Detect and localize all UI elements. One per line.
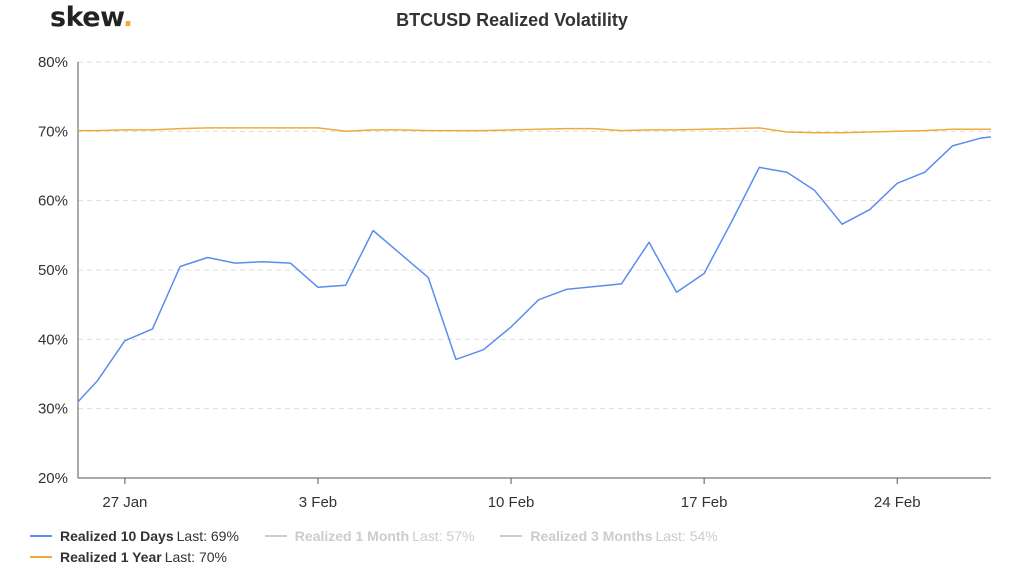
legend-last-value: 57% [446,528,475,544]
y-tick-label: 70% [38,123,68,140]
legend-series-name: Realized 1 Year [60,549,162,565]
x-tick-label: 3 Feb [299,494,337,511]
y-tick-label: 50% [38,262,68,279]
legend-last-value: 69% [210,528,239,544]
y-tick-label: 40% [38,331,68,348]
legend-last-label: Last: [164,549,196,565]
legend-series-name: Realized 1 Month [294,528,410,544]
series-line-realized-1-year [78,127,991,134]
legend-item-realized-1-month[interactable]: Realized 1 Month Last: 57% [264,526,475,547]
legend-swatch [30,556,52,559]
series-line-realized-10-days [77,136,992,403]
chart-legend: Realized 10 Days Last: 69% Realized 1 Mon… [30,526,740,568]
skew-logo: skew. [50,2,133,33]
y-tick-label: 60% [38,193,68,210]
legend-last-label: Last: [412,528,443,544]
y-tick-label: 20% [38,470,68,487]
x-tick-label: 10 Feb [488,494,535,511]
x-tick-label: 27 Jan [102,494,147,511]
legend-swatch [264,535,287,538]
legend-series-name: Realized 3 Months [530,528,653,544]
chart-title: BTCUSD Realized Volatility [396,10,628,30]
y-tick-label: 80% [38,54,68,71]
legend-swatch [500,535,523,538]
y-tick-label: 30% [38,401,68,418]
legend-last-value: 54% [689,528,718,544]
logo-dot: . [122,2,133,33]
legend-last-label: Last: [176,528,207,544]
legend-item-realized-10-days[interactable]: Realized 10 Days Last: 69% [30,526,239,547]
legend-last-label: Last: [655,528,686,544]
x-tick-label: 24 Feb [874,494,921,511]
legend-swatch [30,535,52,538]
legend-row-2: Realized 1 Year Last: 70% [30,547,740,568]
legend-last-value: 70% [198,549,227,565]
logo-text: skew [50,2,123,33]
x-tick-label: 17 Feb [681,494,728,511]
legend-row-1: Realized 10 Days Last: 69% Realized 1 Mon… [30,526,740,547]
legend-item-realized-1-year[interactable]: Realized 1 Year Last: 70% [30,547,227,568]
legend-series-name: Realized 10 Days [60,528,174,544]
legend-item-realized-3-months[interactable]: Realized 3 Months Last: 54% [500,526,718,547]
